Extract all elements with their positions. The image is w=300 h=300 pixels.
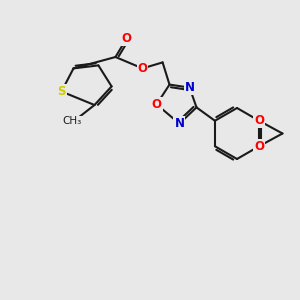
Text: O: O bbox=[137, 62, 148, 75]
Text: N: N bbox=[184, 81, 195, 94]
Text: O: O bbox=[152, 98, 162, 111]
Text: S: S bbox=[57, 85, 66, 98]
Text: O: O bbox=[254, 114, 264, 127]
Text: O: O bbox=[122, 32, 132, 45]
Text: O: O bbox=[254, 140, 264, 153]
Text: CH₃: CH₃ bbox=[62, 116, 82, 127]
Text: N: N bbox=[174, 117, 184, 130]
